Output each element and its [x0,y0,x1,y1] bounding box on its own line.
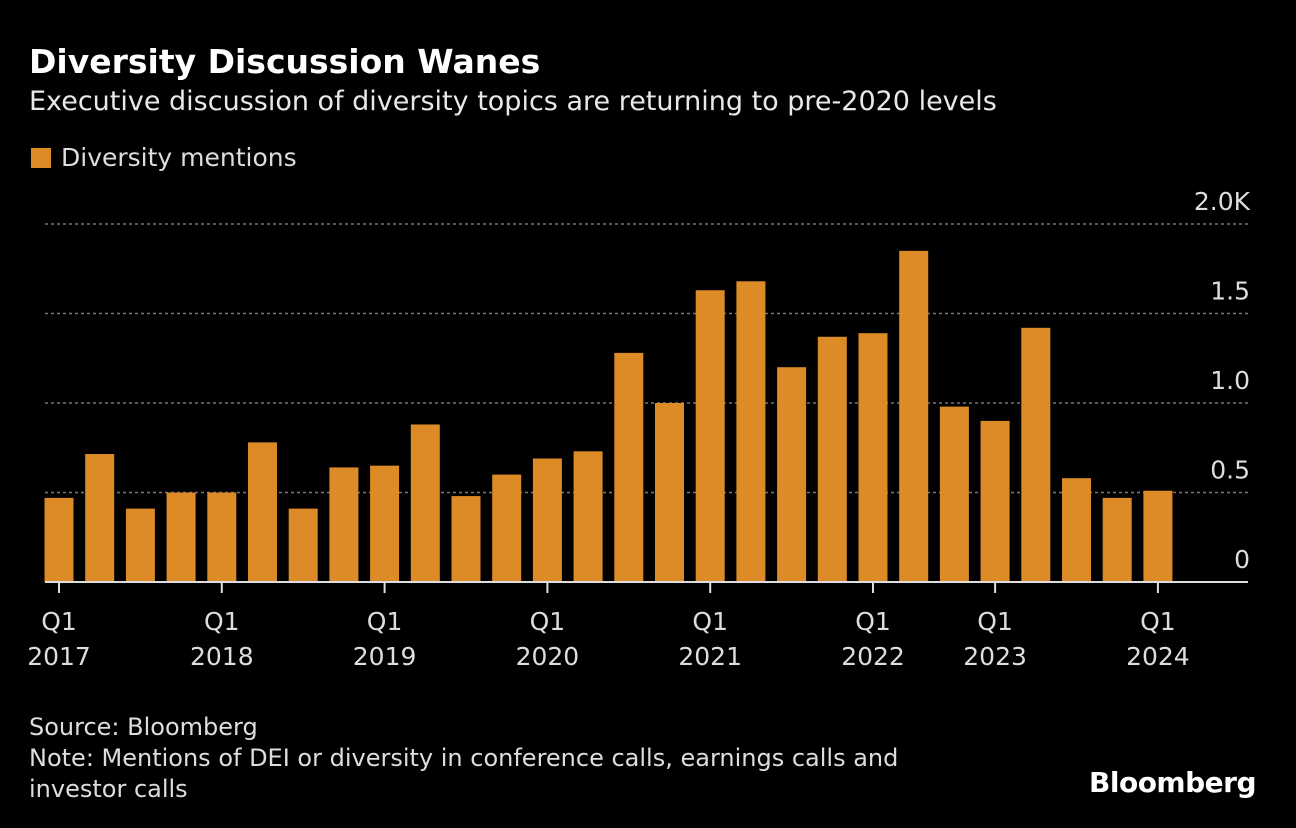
bar [817,336,847,582]
x-tick-label: Q1 [530,607,566,636]
legend: Diversity mentions [31,143,297,172]
bar [980,420,1010,582]
y-tick-label: 2.0K [1194,187,1251,216]
bar [899,250,929,582]
x-tick-label: 2021 [678,642,742,671]
bloomberg-logo: Bloomberg [1089,766,1256,799]
source-text: Source: Bloomberg [29,713,258,741]
x-tick-label: Q1 [1140,607,1176,636]
bar [329,467,359,582]
x-tick-label: 2019 [353,642,417,671]
x-tick-label: 2022 [841,642,905,671]
bar [939,406,969,582]
y-tick-label: 1.5 [1210,277,1250,306]
bar [166,492,196,582]
x-tick-label: Q1 [367,607,403,636]
y-tick-label: 0.5 [1210,456,1250,485]
bar [777,367,807,582]
x-tick-label: 2023 [963,642,1027,671]
x-tick-label: 2024 [1126,642,1190,671]
legend-swatch [31,147,51,168]
bar [573,451,603,582]
bar [248,442,277,582]
bar [532,458,562,582]
note-text: Note: Mentions of DEI or diversity in co… [29,744,899,803]
chart-subtitle: Executive discussion of diversity topics… [29,86,997,117]
bar [288,508,318,582]
bar [44,497,74,582]
x-tick-label: 2017 [27,642,91,671]
bar [736,281,766,582]
x-tick-label: Q1 [855,607,891,636]
x-tick-label: 2018 [190,642,254,671]
bar [858,333,888,582]
bar [410,424,440,582]
bar [1143,490,1173,582]
y-tick-label: 0 [1234,545,1250,574]
x-tick-label: Q1 [204,607,240,636]
bar [614,352,644,582]
bar [125,508,155,582]
legend-label: Diversity mentions [61,143,297,172]
bar [85,454,115,582]
bar [207,492,237,582]
y-tick-label: 1.0 [1210,366,1250,395]
x-tick-label: Q1 [977,607,1013,636]
bar [1062,478,1091,582]
chart-title: Diversity Discussion Wanes [29,42,541,81]
bar [451,496,481,582]
footer: Source: Bloomberg Note: Mentions of DEI … [29,712,969,805]
bar [695,290,725,582]
x-tick-label: Q1 [692,607,728,636]
bar [492,474,522,582]
x-tick-label: 2020 [516,642,580,671]
x-tick-label: Q1 [41,607,77,636]
bar [1102,497,1132,582]
bar [655,403,684,582]
bar [370,465,400,582]
bar [1021,327,1051,582]
